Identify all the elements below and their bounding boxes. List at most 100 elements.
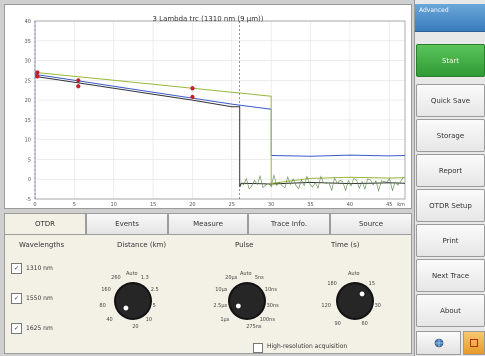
event-marker <box>190 86 195 91</box>
dial-mark-label: 10 <box>145 316 152 323</box>
storage-button[interactable]: Storage <box>416 119 485 152</box>
time-label: Time (s) <box>331 241 360 249</box>
x-tick-label: 5 <box>73 202 76 208</box>
sidebar-tab-advanced[interactable]: Advanced <box>415 4 485 32</box>
dial-mark-label: Auto <box>126 271 138 277</box>
y-tick-label: 5 <box>28 157 31 163</box>
dial-mark-label: 30 <box>374 302 381 309</box>
x-unit-label: km <box>397 202 405 208</box>
dial-mark-label: Auto <box>240 271 252 277</box>
dial-mark-label: 10ns <box>264 287 277 294</box>
x-tick-label: 45 <box>386 202 392 208</box>
dial-mark-label: 20µs <box>225 275 238 282</box>
y-tick-label: 40 <box>25 19 31 25</box>
tab-source[interactable]: Source <box>330 213 412 235</box>
print-button[interactable]: Print <box>416 224 485 257</box>
time-dial[interactable] <box>315 261 395 341</box>
x-tick-label: 15 <box>150 202 156 208</box>
wavelength-label: 1310 nm <box>26 264 53 272</box>
trace-series-2 <box>34 73 406 157</box>
dial-mark-label: 120 <box>321 302 331 309</box>
trace-chart[interactable]: 40 35 30 25 20 15 10 5 0 -5 0 5 10 15 20 25 30 35 40 45 km 3… <box>4 4 412 209</box>
dial-mark-label: 275ns <box>246 324 262 331</box>
wavelengths-label: Wavelengths <box>19 241 65 249</box>
y-tick-label: 20 <box>25 98 31 104</box>
x-tick-label: 20 <box>189 202 195 208</box>
otdr-setup-button[interactable]: OTDR Setup <box>416 189 485 222</box>
dial-indicator <box>235 303 241 309</box>
pulse-dial[interactable] <box>207 261 287 341</box>
tab-events[interactable]: Events <box>86 213 168 235</box>
y-tick-label: 25 <box>25 78 31 84</box>
wavelength-row[interactable]: ✓ 1310 nm <box>11 261 53 275</box>
next-trace-button[interactable]: Next Trace <box>416 259 485 292</box>
high-resolution-checkbox[interactable] <box>253 343 263 353</box>
start-button[interactable]: Start <box>416 44 485 77</box>
dial-mark-label: 10µs <box>215 287 228 294</box>
x-tick-label: 40 <box>347 202 353 208</box>
wavelength-row[interactable]: ✓ 1625 nm <box>11 321 53 335</box>
dial-mark-label: 2.5 <box>150 287 159 294</box>
y-tick-label: 15 <box>25 118 31 124</box>
event-marker <box>76 84 81 89</box>
tab-trace-info[interactable]: Trace Info. <box>248 213 330 235</box>
pulse-label: Pulse <box>235 241 254 249</box>
chart-title: 3 Lambda trc (1310 nm (9 µm)) <box>152 15 264 23</box>
event-marker <box>190 94 195 100</box>
dial-mark-label: 260 <box>111 275 121 282</box>
x-tick-label: 10 <box>111 202 117 208</box>
quick-save-button[interactable]: Quick Save <box>416 84 485 117</box>
dial-mark-label: 1.3 <box>140 275 149 282</box>
about-button[interactable]: About <box>416 294 485 327</box>
wavelength-label: 1625 nm <box>26 324 53 332</box>
dial-knob-face <box>230 284 264 318</box>
dial-mark-label: 60 <box>361 321 368 328</box>
dial-mark-label: 5ns <box>254 275 264 282</box>
right-sidebar: Advanced Start Quick Save Storage Report… <box>414 0 485 356</box>
dial-indicator <box>123 305 129 311</box>
dial-mark-label: 180 <box>327 280 337 287</box>
wavelength-checkbox[interactable]: ✓ <box>11 322 22 334</box>
globe-button[interactable] <box>416 331 461 355</box>
globe-icon <box>434 338 443 348</box>
exit-icon <box>470 339 478 347</box>
dial-mark-label: Auto <box>348 271 360 277</box>
wavelength-label: 1550 nm <box>26 294 53 302</box>
wavelength-row[interactable]: ✓ 1550 nm <box>11 291 53 305</box>
noise-floor <box>241 174 404 193</box>
x-tick-label: 35 <box>307 202 313 208</box>
dial-mark-label: 160 <box>101 287 111 294</box>
dial-mark-label: 30ns <box>266 302 279 309</box>
distance-label: Distance (km) <box>117 241 167 249</box>
wavelength-checkbox[interactable]: ✓ <box>11 292 22 304</box>
dial-mark-label: 1µs <box>220 316 230 323</box>
dial-mark-label: 90 <box>334 321 341 328</box>
distance-dial[interactable] <box>93 261 173 341</box>
x-tick-label: 30 <box>268 202 274 208</box>
event-marker <box>35 70 40 75</box>
dial-knob-face <box>116 284 150 318</box>
dial-knob-face <box>338 284 372 318</box>
dial-mark-label: 2.5µs <box>213 302 228 309</box>
dial-mark-label: 20 <box>132 324 139 331</box>
wavelength-checkbox[interactable]: ✓ <box>11 262 22 274</box>
report-button[interactable]: Report <box>416 154 485 187</box>
y-tick-label: 35 <box>25 39 31 45</box>
y-tick-label: 30 <box>25 59 31 65</box>
x-tick-label: 25 <box>229 202 235 208</box>
otdr-settings-panel: Wavelengths ✓ 1310 nm ✓ 1550 nm ✓ 1625 n… <box>4 234 412 354</box>
tab-otdr[interactable]: OTDR <box>4 213 86 235</box>
exit-button[interactable] <box>463 331 485 355</box>
dial-mark-label: 15 <box>368 280 376 287</box>
event-marker <box>35 74 40 79</box>
plot-frame <box>34 20 406 200</box>
x-tick-label: 0 <box>33 202 36 208</box>
tab-bar: OTDR Events Measure Trace Info. Source <box>4 213 412 235</box>
y-tick-label: -5 <box>26 197 31 203</box>
high-resolution-label: High-resolution acquisition <box>267 343 348 350</box>
tab-measure[interactable]: Measure <box>168 213 248 235</box>
dial-mark-label: 40 <box>106 316 113 323</box>
dial-mark-label: 80 <box>99 302 106 309</box>
